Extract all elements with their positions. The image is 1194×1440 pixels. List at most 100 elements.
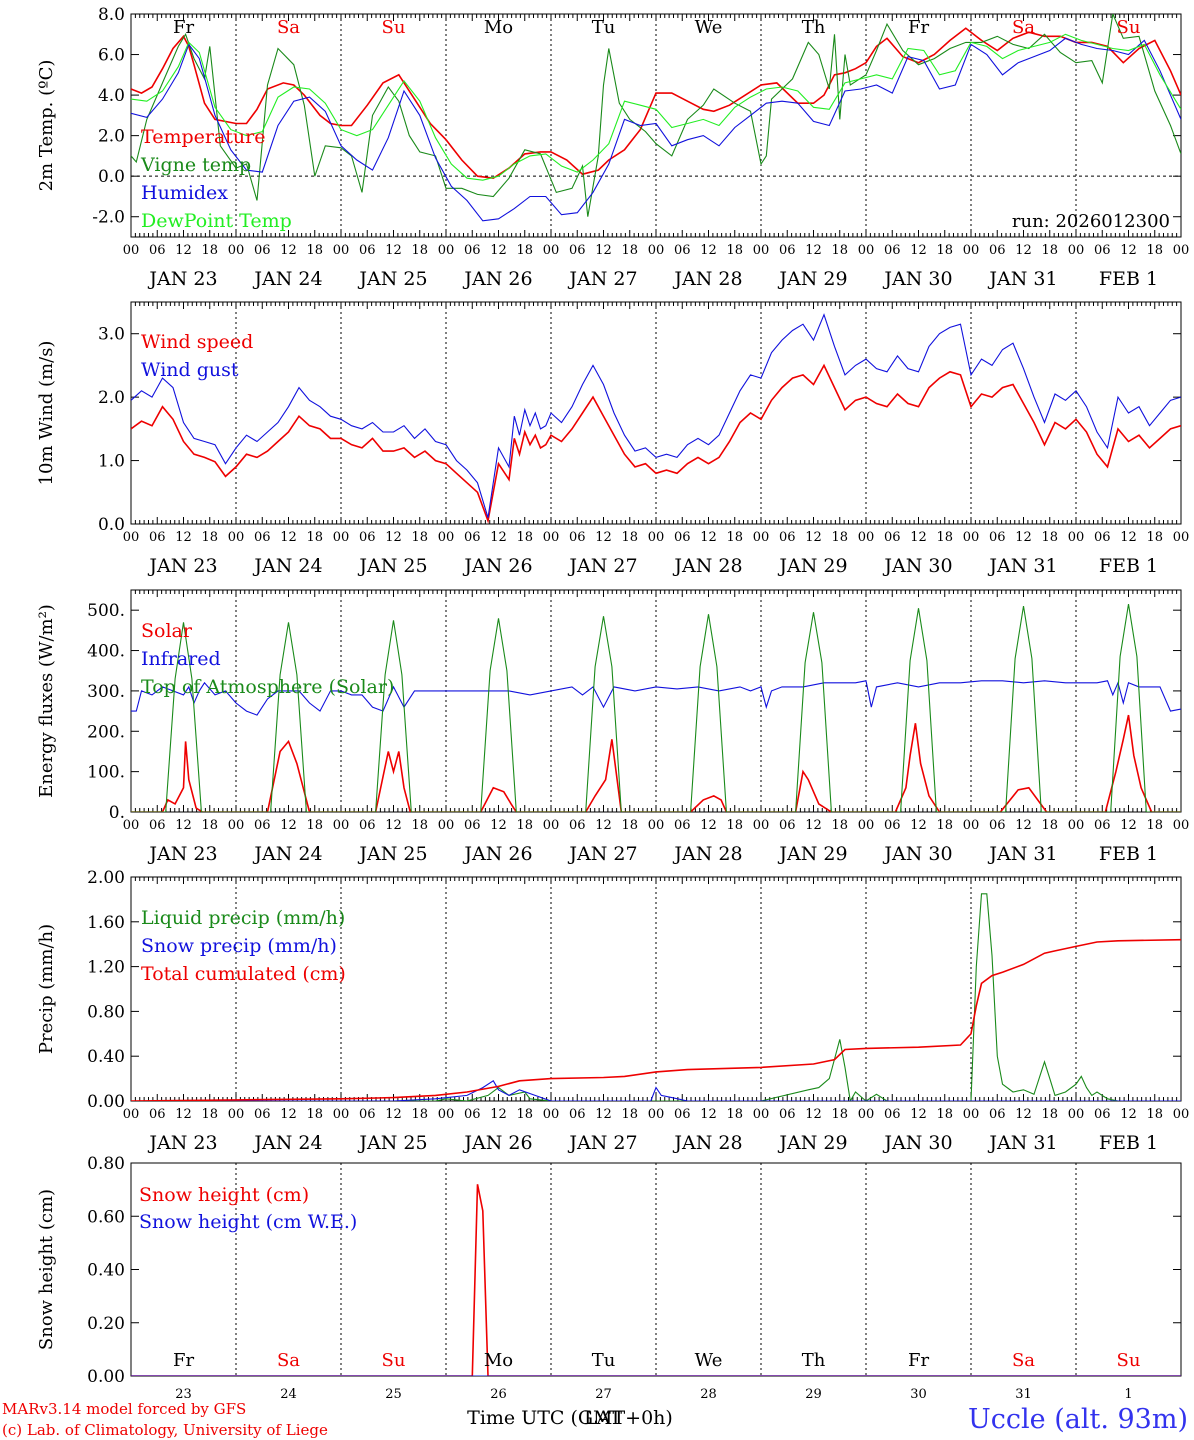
hour-label: 18 (201, 243, 218, 258)
hour-label: 18 (306, 1107, 323, 1122)
hour-label: 00 (438, 530, 455, 545)
date-label: JAN 28 (672, 555, 742, 577)
date-label: JAN 27 (567, 268, 637, 290)
y-tick-label: 1.0 (98, 452, 125, 472)
day-name: Fr (173, 1350, 194, 1371)
day-name: Su (382, 1350, 406, 1371)
xaxis-title: Time UTC (GMT+0h) (467, 1407, 673, 1429)
hour-label: 06 (884, 818, 901, 833)
hour-label: 12 (175, 243, 192, 258)
series-top-of-atmosphere-solar (131, 604, 1181, 812)
y-tick-label: 0.80 (87, 1002, 125, 1022)
legend-entry: Wind speed (141, 331, 253, 353)
hour-label: 00 (858, 1107, 875, 1122)
hour-label: 06 (674, 818, 691, 833)
day-name: We (695, 1350, 723, 1371)
hour-label: 00 (753, 530, 770, 545)
hour-label: 12 (910, 530, 927, 545)
hour-label: 18 (831, 243, 848, 258)
hour-label: 18 (621, 530, 638, 545)
hour-label: 12 (490, 818, 507, 833)
hour-label: 06 (254, 818, 271, 833)
hour-label: 00 (438, 243, 455, 258)
date-label: JAN 25 (357, 268, 427, 290)
day-name: Tu (592, 1350, 616, 1371)
date-label: JAN 30 (882, 843, 952, 865)
hour-label: 06 (464, 818, 481, 833)
date-label: JAN 31 (987, 1132, 1057, 1154)
hour-label: 18 (726, 530, 743, 545)
date-label: JAN 26 (462, 1132, 532, 1154)
hour-label: 18 (201, 818, 218, 833)
date-label: JAN 31 (987, 843, 1057, 865)
hour-label: 12 (595, 818, 612, 833)
legend-entry: Infrared (141, 648, 221, 670)
y-tick-label: 8.0 (98, 5, 125, 25)
series-infrared (131, 680, 1181, 716)
y-tick-label: 0.40 (87, 1261, 125, 1281)
hour-label: 06 (989, 818, 1006, 833)
hour-label: 18 (1146, 243, 1163, 258)
date-label: JAN 24 (252, 843, 322, 865)
hour-label: 12 (910, 243, 927, 258)
series-vigne-temp (131, 14, 1181, 217)
hour-label: 18 (411, 1107, 428, 1122)
hour-label: 00 (543, 530, 560, 545)
hour-label: 12 (175, 1107, 192, 1122)
day-number: 1 (1124, 1387, 1132, 1402)
hour-label: 12 (175, 530, 192, 545)
hour-label: 12 (1120, 818, 1137, 833)
hour-label: 18 (726, 1107, 743, 1122)
y-tick-label: 2.0 (98, 388, 125, 408)
hour-label: 12 (1120, 243, 1137, 258)
date-label: JAN 27 (567, 1132, 637, 1154)
series-dewpoint-temp (131, 33, 1181, 181)
y-axis-label: Snow height (cm) (36, 1189, 57, 1350)
xaxis-title-overlay: LAT (584, 1407, 622, 1429)
hour-label: 00 (963, 243, 980, 258)
hour-label: 12 (910, 1107, 927, 1122)
hour-label: 12 (490, 1107, 507, 1122)
hour-label: 12 (805, 530, 822, 545)
hour-label: 06 (1094, 243, 1111, 258)
hour-label: 00 (123, 818, 140, 833)
hour-label: 18 (516, 1107, 533, 1122)
hour-label: 18 (516, 530, 533, 545)
day-number: 31 (1015, 1387, 1032, 1402)
hour-label: 00 (753, 818, 770, 833)
y-tick-label: 0.20 (87, 1314, 125, 1334)
hour-label: 12 (1015, 243, 1032, 258)
hour-label: 18 (411, 818, 428, 833)
date-label: JAN 29 (777, 1132, 847, 1154)
hour-label: 00 (228, 243, 245, 258)
y-tick-label: 0.80 (87, 1154, 125, 1174)
legend-entry: Snow height (cm W.E.) (139, 1211, 357, 1233)
hour-label: 18 (306, 530, 323, 545)
hour-label: 12 (385, 530, 402, 545)
hour-label: 18 (201, 1107, 218, 1122)
legend-entry: Wind gust (141, 359, 239, 381)
footer: MARv3.14 model forced by GFS (c) Lab. of… (2, 1400, 1188, 1439)
hour-label: 12 (1120, 1107, 1137, 1122)
hour-label: 00 (1068, 530, 1085, 545)
hour-label: 06 (989, 530, 1006, 545)
hour-label: 12 (805, 243, 822, 258)
y-axis-label: 2m Temp. (ºC) (36, 60, 57, 192)
legend-entry: Temperature (141, 126, 265, 148)
hour-label: 00 (858, 243, 875, 258)
hour-label: 18 (516, 243, 533, 258)
hour-label: 00 (1173, 1107, 1190, 1122)
hour-label: 00 (438, 818, 455, 833)
hour-label: 12 (280, 243, 297, 258)
hour-label: 00 (228, 530, 245, 545)
hour-label: 12 (385, 243, 402, 258)
hour-label: 06 (779, 530, 796, 545)
date-label: FEB 1 (1099, 268, 1158, 290)
date-label: JAN 23 (147, 555, 217, 577)
hour-label: 06 (989, 243, 1006, 258)
date-label: JAN 31 (987, 555, 1057, 577)
hour-label: 12 (595, 1107, 612, 1122)
hour-label: 18 (1041, 818, 1058, 833)
day-name: Th (802, 17, 826, 38)
day-name: Mo (484, 1350, 513, 1371)
